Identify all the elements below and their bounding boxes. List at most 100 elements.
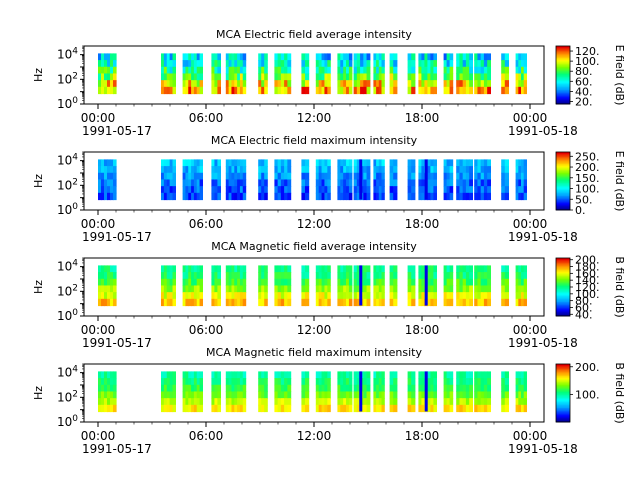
data-block xyxy=(301,265,310,307)
spectrogram-cell xyxy=(363,86,368,95)
spectrogram-cell xyxy=(501,404,506,413)
spectrogram-cell xyxy=(193,66,198,75)
spectrogram-cell xyxy=(480,298,485,307)
spectrogram-cell xyxy=(411,292,416,300)
spectrogram-cell xyxy=(166,285,171,293)
spectrogram-cell xyxy=(373,73,377,81)
spectrogram-cell xyxy=(449,166,454,174)
data-block xyxy=(211,371,221,413)
spectrogram-cell xyxy=(340,159,344,167)
spectrogram-cell xyxy=(305,172,310,181)
data-block xyxy=(258,265,268,307)
spectrogram-cell xyxy=(483,265,488,273)
spectrogram-cell xyxy=(518,278,522,287)
spectrogram-cell xyxy=(107,404,111,413)
spectrogram-cell xyxy=(258,404,262,413)
spectrogram-cell xyxy=(427,179,431,187)
spectrogram-cell xyxy=(518,384,522,393)
spectrogram-cell xyxy=(421,80,425,88)
spectrogram-cell xyxy=(389,404,394,413)
spectrogram-cell xyxy=(343,53,347,61)
spectrogram-cell xyxy=(280,404,285,413)
spectrogram-cell xyxy=(443,166,448,174)
spectrogram-cell xyxy=(277,66,282,75)
spectrogram-cell xyxy=(318,179,323,187)
data-block xyxy=(407,53,416,95)
spectrogram-cell xyxy=(107,272,111,280)
spectrogram-cell xyxy=(424,73,428,81)
spectrogram-cell xyxy=(280,384,285,393)
colorbar-tick-label: 200. xyxy=(575,361,600,374)
spectrogram-cell xyxy=(98,80,102,88)
colorbar-segment xyxy=(556,285,570,288)
spectrogram-cell xyxy=(474,285,479,293)
spectrogram-cell xyxy=(315,272,320,280)
spectrogram-cell xyxy=(363,292,368,300)
spectrogram-cell xyxy=(462,53,467,61)
colorbar-segment xyxy=(556,202,570,205)
colorbar-segment xyxy=(556,207,570,210)
x-date-start: 1991-05-17 xyxy=(82,336,152,350)
spectrogram-cell xyxy=(378,172,383,181)
spectrogram-cell xyxy=(196,192,201,201)
spectrogram-cell xyxy=(443,378,448,386)
spectrogram-cell xyxy=(346,404,350,413)
spectrogram-cell xyxy=(366,278,371,287)
spectrogram-cell xyxy=(258,186,262,194)
data-block xyxy=(161,53,176,95)
spectrogram-cell xyxy=(211,66,215,75)
spectrogram-cell xyxy=(161,192,165,201)
spectrogram-cell xyxy=(237,378,241,386)
colorbar-segment xyxy=(556,189,570,192)
spectrogram-cell xyxy=(449,60,454,68)
spectrogram-cell xyxy=(113,378,117,386)
spectrogram-cell xyxy=(407,384,412,393)
spectrogram-cell xyxy=(301,384,306,393)
spectrogram-cell xyxy=(487,192,491,201)
spectrogram-cell xyxy=(107,179,111,187)
spectrogram-cell xyxy=(258,298,262,307)
y-axis-label: Hz xyxy=(32,280,45,294)
colorbar-segment xyxy=(556,51,570,54)
spectrogram-cell xyxy=(381,166,385,174)
colorbar-segment xyxy=(556,372,570,375)
spectrogram-cell xyxy=(366,378,371,386)
spectrogram-cell xyxy=(340,172,344,181)
spectrogram-cell xyxy=(264,73,268,81)
spectrogram-cell xyxy=(185,391,189,399)
spectrogram-cell xyxy=(474,73,479,81)
spectrogram-cell xyxy=(327,192,331,201)
spectrogram-cell xyxy=(169,53,174,61)
spectrogram-cell xyxy=(373,298,377,307)
spectrogram-cell xyxy=(411,159,416,167)
colorbar-segment xyxy=(556,310,570,313)
spectrogram-cell xyxy=(381,192,385,201)
colorbar-tick-label: 100. xyxy=(575,183,600,196)
spectrogram-cell xyxy=(449,298,454,307)
spectrogram-cell xyxy=(301,192,306,201)
spectrogram-cell xyxy=(305,298,310,307)
panel-1: MCA Electric field average intensity1001… xyxy=(32,28,626,138)
spectrogram-cell xyxy=(196,378,201,386)
spectrogram-cell xyxy=(393,73,398,81)
spectrogram-cell xyxy=(185,66,189,75)
spectrogram-cell xyxy=(182,186,187,194)
spectrogram-cell xyxy=(427,398,431,406)
spectrogram-cell xyxy=(188,166,192,174)
spectrogram-cell xyxy=(407,391,412,399)
spectrogram-cell xyxy=(161,398,165,406)
colorbar-segment xyxy=(556,282,570,285)
data-block xyxy=(373,265,385,307)
spectrogram-cell xyxy=(264,391,268,399)
data-block xyxy=(161,265,176,307)
spectrogram-cell xyxy=(407,298,412,307)
spectrogram-cell xyxy=(501,179,506,187)
spectrogram-cell xyxy=(504,73,509,81)
colorbar-segment xyxy=(556,198,570,201)
spectrogram-cell xyxy=(284,166,288,174)
spectrogram-cell xyxy=(356,378,361,386)
spectrogram-cell xyxy=(107,53,111,61)
spectrogram-cell xyxy=(360,86,364,95)
spectrogram-cell xyxy=(217,53,221,61)
spectrogram-cell xyxy=(264,66,268,75)
